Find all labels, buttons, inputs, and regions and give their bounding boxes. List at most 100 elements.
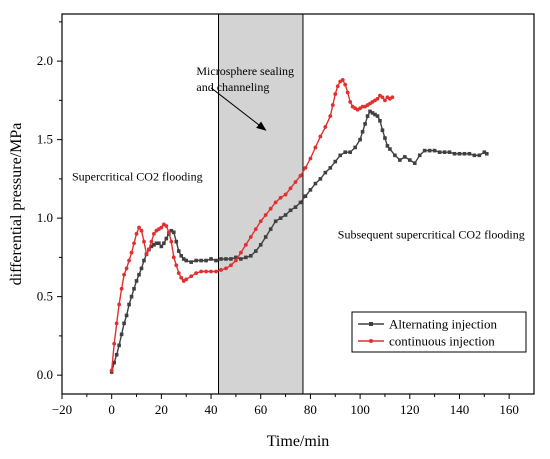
data-point [472,153,477,158]
data-point [368,109,372,114]
data-point [174,263,179,268]
shaded-region [218,13,304,395]
legend-swatch-marker [369,322,373,326]
data-point [385,144,390,148]
data-point [380,95,385,100]
y-tick-label: 2.0 [37,53,53,68]
annotation-arrow [210,87,267,131]
data-point [122,272,127,277]
x-tick-label: 20 [155,402,168,417]
data-point [127,258,131,263]
data-point [164,236,169,241]
data-point [157,241,161,246]
data-point [194,271,199,275]
data-point [147,247,151,252]
data-point [407,158,412,162]
data-point [214,269,218,274]
data-point [184,277,189,282]
x-tick-label: 40 [205,402,218,417]
data-point [303,194,308,198]
data-point [224,266,228,271]
data-point [152,243,156,247]
data-point [457,151,462,156]
data-point [283,213,288,217]
data-point [184,258,189,263]
data-point [127,302,131,307]
data-point [117,302,122,307]
data-point [298,200,303,205]
data-point [273,219,278,224]
data-point [348,150,352,154]
data-point [109,368,114,373]
data-point [380,128,385,132]
data-point [114,352,119,357]
x-tick-label: 0 [108,402,115,417]
data-point [124,313,129,318]
data-point [340,78,345,82]
data-point [298,173,303,178]
data-point [199,258,203,263]
data-point [144,252,149,257]
x-tick-label: 140 [450,402,470,417]
data-point [403,155,407,159]
data-point [447,150,452,154]
data-point [278,216,283,220]
data-point [343,150,347,154]
data-point [239,257,243,261]
data-point [258,219,263,224]
data-point [189,274,194,279]
data-point [333,159,338,164]
data-point [152,231,156,236]
data-point [249,254,253,258]
data-point [194,258,198,263]
x-tick-label: 60 [254,402,267,417]
data-point [278,195,283,200]
data-point [485,151,489,156]
data-point [363,122,367,126]
data-point [388,147,392,151]
data-point [204,269,208,274]
data-point [139,266,144,271]
data-point [122,321,126,326]
data-point [417,153,422,158]
data-point [293,205,298,209]
data-point [189,260,193,264]
data-point [268,227,273,231]
data-point [129,294,134,299]
data-point [323,170,328,175]
data-point [253,249,258,253]
y-tick-label: 0.5 [37,289,53,304]
data-point [169,228,174,233]
data-point [383,136,387,140]
data-point [112,360,116,365]
data-point [338,153,343,158]
data-point [345,90,350,95]
plot-frame [61,13,535,395]
data-point [234,255,238,260]
data-point [149,244,154,249]
data-point [328,114,333,118]
data-point [375,96,380,101]
data-point [114,321,119,326]
data-point [328,166,333,170]
data-point [383,98,387,103]
data-point [427,148,432,153]
data-point [171,255,176,260]
data-point [174,239,179,244]
data-point [162,241,166,246]
y-axis-title: differential pressure/MPa [8,123,25,286]
data-point [308,188,313,192]
data-point [139,228,144,233]
data-point [353,145,357,150]
annotation-text: Microsphere sealing [196,64,294,78]
data-point [393,153,397,158]
data-point [482,150,487,154]
data-point [179,254,184,258]
data-point [219,268,223,272]
data-point [288,208,293,213]
data-point [112,341,117,346]
data-point [229,263,233,268]
data-point [358,137,362,142]
x-tick-label: 80 [304,402,317,417]
x-tick-label: −20 [52,402,72,417]
